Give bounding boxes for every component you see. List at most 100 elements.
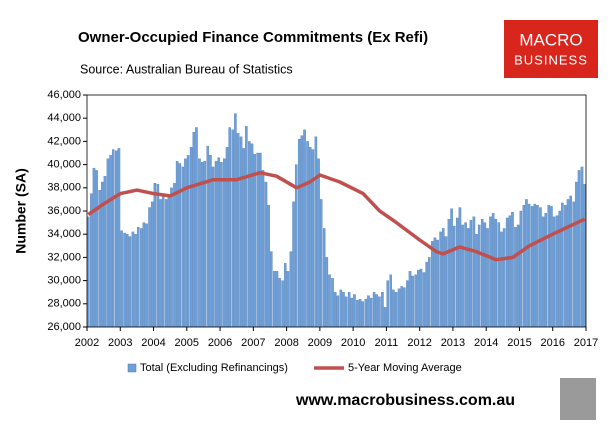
bar <box>428 257 431 328</box>
bar <box>414 274 417 328</box>
bar <box>569 195 572 328</box>
bar <box>161 193 165 328</box>
bar <box>170 187 173 328</box>
bar <box>178 163 182 328</box>
bar <box>112 149 115 328</box>
bar <box>283 263 287 328</box>
y-tick-label: 44,000 <box>47 112 81 124</box>
bar <box>464 222 467 328</box>
bar <box>486 228 489 328</box>
bar <box>356 300 359 328</box>
bar <box>505 217 509 328</box>
y-axis-label: Number (SA) <box>13 168 29 254</box>
bar <box>139 228 143 328</box>
bar <box>491 213 495 328</box>
bar <box>328 274 331 328</box>
bar <box>389 274 392 328</box>
bar <box>322 228 326 328</box>
bar <box>239 136 243 328</box>
bar <box>469 220 473 328</box>
bar <box>361 301 365 328</box>
bar <box>475 234 478 328</box>
y-tick-label: 40,000 <box>47 159 81 171</box>
bar <box>547 205 551 328</box>
bar <box>206 145 210 328</box>
bar <box>248 141 251 328</box>
bar <box>342 292 345 328</box>
bar <box>167 196 171 328</box>
bar <box>558 210 561 328</box>
x-tick-label: 2005 <box>175 337 199 349</box>
bar <box>400 286 403 328</box>
bar <box>109 155 112 328</box>
bar <box>455 217 459 328</box>
bar <box>514 227 517 328</box>
bar <box>489 216 492 328</box>
bar <box>303 129 306 328</box>
bar <box>444 236 448 328</box>
bar <box>386 280 390 328</box>
y-tick-label: 42,000 <box>47 135 81 147</box>
bar <box>442 228 445 328</box>
bar <box>264 181 268 328</box>
bar <box>186 155 190 328</box>
bar <box>541 216 545 328</box>
bar <box>522 205 526 328</box>
bar <box>350 297 354 328</box>
x-tick-label: 2015 <box>507 337 531 349</box>
plot-frame <box>86 94 587 328</box>
x-tick-label: 2002 <box>75 337 99 349</box>
website: www.macrobusiness.com.au <box>295 392 515 409</box>
bar <box>394 292 398 328</box>
x-tick-label: 2014 <box>474 337 498 349</box>
bar <box>466 228 470 328</box>
bar <box>339 289 343 328</box>
bar <box>148 207 151 328</box>
x-tick-label: 2003 <box>108 337 132 349</box>
bar <box>120 230 123 328</box>
x-tick-label: 2017 <box>574 337 598 349</box>
y-tick-label: 26,000 <box>47 321 81 333</box>
bar <box>145 223 148 328</box>
bar <box>234 113 237 328</box>
bar <box>220 162 223 328</box>
bar <box>417 270 420 328</box>
bar <box>497 222 501 328</box>
bar <box>575 181 578 328</box>
bar <box>223 158 226 328</box>
legend-label: 5-Year Moving Average <box>348 362 462 374</box>
y-tick-label: 34,000 <box>47 228 81 240</box>
bar <box>292 201 295 328</box>
bar <box>511 212 514 328</box>
bar <box>472 216 476 328</box>
bar <box>408 271 412 328</box>
bar <box>447 218 451 328</box>
bar <box>259 152 262 328</box>
bar <box>450 208 453 328</box>
bar <box>480 218 484 328</box>
bar <box>347 292 351 328</box>
bar <box>527 203 531 328</box>
bar <box>358 299 362 328</box>
bar <box>200 162 204 328</box>
bar <box>270 251 273 328</box>
bar <box>539 207 542 328</box>
bar <box>530 206 534 328</box>
bar <box>159 199 162 328</box>
bar <box>117 148 121 328</box>
bar <box>192 131 196 328</box>
bar <box>353 294 356 328</box>
bar <box>267 205 270 328</box>
wolf-icon <box>560 378 596 420</box>
bar <box>458 207 462 328</box>
bar <box>308 147 312 328</box>
chart-subtitle: Source: Australian Bureau of Statistics <box>80 62 293 76</box>
bar <box>103 176 107 328</box>
bar <box>142 222 146 328</box>
bar <box>477 224 481 328</box>
bar <box>508 215 512 328</box>
bar <box>125 234 129 328</box>
bar <box>253 154 256 328</box>
bar <box>289 251 293 328</box>
